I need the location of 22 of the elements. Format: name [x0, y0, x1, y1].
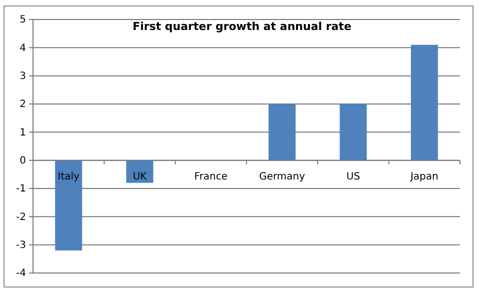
bar — [268, 104, 296, 160]
y-tick-label: 4 — [20, 42, 26, 54]
x-tick-label: Japan — [409, 171, 438, 182]
y-tick-label: -3 — [16, 240, 26, 252]
x-tick-label: UK — [132, 171, 148, 182]
x-tick-label: US — [346, 171, 360, 182]
x-tick-label: Germany — [259, 171, 306, 182]
y-tick-label: -4 — [16, 268, 26, 280]
y-tick-label: 0 — [20, 156, 26, 167]
x-tick-label: France — [194, 171, 228, 182]
bar — [410, 44, 438, 160]
bar — [340, 104, 367, 160]
y-tick-label: 1 — [20, 127, 26, 138]
chart-title: First quarter growth at annual rate — [132, 20, 352, 33]
y-tick-label: -1 — [16, 184, 26, 195]
y-tick-label: 3 — [20, 71, 26, 82]
y-tick-label: -2 — [16, 212, 26, 223]
bar — [126, 160, 154, 183]
y-tick-label: 2 — [20, 99, 26, 110]
x-tick-label: Italy — [58, 171, 80, 182]
bar — [55, 160, 82, 250]
y-tick-label: 5 — [20, 14, 26, 26]
